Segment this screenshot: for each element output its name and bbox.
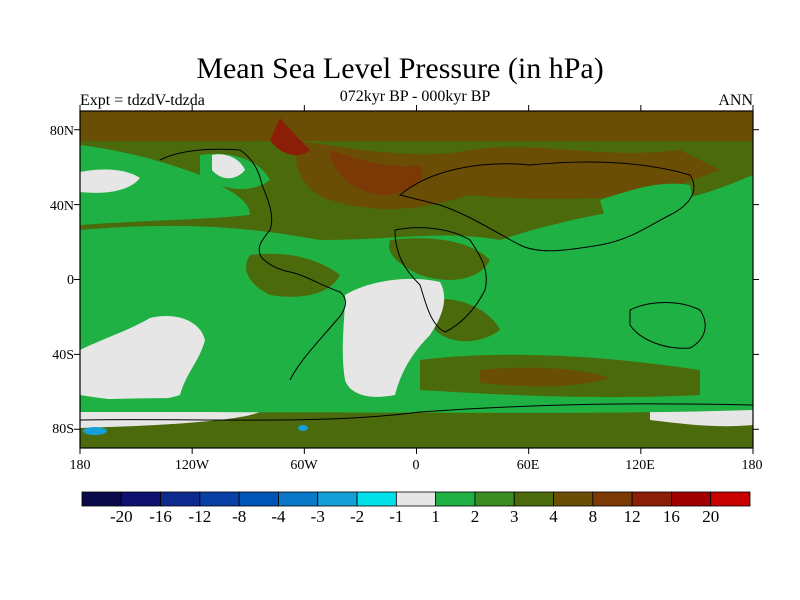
x-tick-180w: 180	[69, 458, 91, 473]
colorbar-swatch	[671, 491, 712, 507]
colorbar-label: -16	[149, 507, 172, 526]
field-eurasia-high	[296, 141, 720, 210]
axis-ticks	[74, 105, 759, 454]
colorbar	[81, 491, 751, 507]
colorbar-label: 16	[662, 507, 680, 526]
field-arctic	[80, 111, 753, 141]
colorbar-swatch	[81, 491, 122, 507]
colorbar-label: -3	[310, 507, 325, 526]
x-tick-120e: 120E	[625, 458, 655, 473]
coastlines	[80, 148, 753, 421]
experiment-label: Expt = tdzdV-tdzda	[80, 92, 205, 109]
coast-south-america	[289, 271, 346, 381]
season-label: ANN	[718, 92, 753, 109]
coast-eurasia	[398, 161, 695, 252]
y-tick-40s: 40S	[52, 348, 74, 363]
x-tick-60w: 60W	[290, 458, 318, 473]
colorbar-swatch	[710, 491, 751, 507]
colorbar-swatch	[513, 491, 554, 507]
colorbar-swatch	[553, 491, 594, 507]
y-tick-80n: 80N	[49, 124, 74, 139]
colorbar-label: 1	[431, 507, 440, 526]
coast-antarctica	[80, 403, 753, 421]
coast-africa	[394, 227, 487, 333]
x-tick-180e: 180	[741, 458, 763, 473]
colorbar-label: -4	[271, 507, 286, 526]
map-field	[80, 111, 753, 448]
colorbar-swatch	[160, 491, 201, 507]
field-southern-ocean-brown	[480, 367, 610, 387]
field-hudson-light	[212, 154, 245, 179]
x-tick-0: 0	[412, 458, 420, 473]
colorbar-swatch	[278, 491, 319, 507]
x-tick-120w: 120W	[174, 458, 210, 473]
colorbar-swatch	[395, 491, 437, 507]
y-tick-80s: 80S	[52, 422, 74, 437]
colorbar-label: 4	[549, 507, 558, 526]
field-cyan-spot-center	[298, 425, 308, 431]
colorbar-label: -1	[389, 507, 404, 526]
coast-north-america	[159, 148, 291, 273]
colorbar-label: -8	[232, 507, 247, 526]
field-south-pacific-light	[80, 316, 205, 401]
colorbar-label: -20	[109, 507, 133, 526]
map-title: Mean Sea Level Pressure (in hPa)	[196, 52, 604, 85]
field-antarctica	[80, 428, 753, 448]
colorbar-swatch	[592, 491, 633, 507]
colorbar-label: 8	[588, 507, 598, 526]
field-cyan-spot-west	[83, 427, 107, 435]
field-north-pacific-light	[80, 169, 140, 193]
colorbar-label: 2	[470, 507, 480, 526]
y-tick-0: 0	[67, 273, 74, 288]
field-east-asia-green	[600, 183, 700, 242]
colorbar-swatch	[238, 491, 279, 507]
field-ross-sea-light	[80, 407, 260, 428]
field-north-pacific-green	[80, 145, 250, 225]
colorbar-swatch	[199, 491, 240, 507]
colorbar-swatch	[631, 491, 672, 507]
field-greenland-high	[270, 118, 310, 156]
field-antarctic-coast-green	[80, 397, 753, 413]
colorbar-label: -12	[188, 507, 212, 526]
x-tick-60e: 60E	[516, 458, 540, 473]
map-subtitle: 072kyr BP - 000kyr BP	[339, 88, 491, 105]
colorbar-label: -2	[349, 507, 365, 526]
colorbar-swatch	[120, 491, 161, 507]
coast-australia	[629, 302, 706, 349]
field-africa-olive	[389, 238, 490, 280]
field-south-atlantic-light	[342, 278, 445, 397]
y-tick-40n: 40N	[49, 199, 74, 214]
colorbar-swatch	[356, 491, 397, 507]
colorbar-swatch	[435, 491, 476, 507]
colorbar-swatch	[317, 491, 358, 507]
colorbar-swatch	[474, 491, 515, 507]
colorbar-label: 12	[623, 507, 641, 526]
colorbar-label: 20	[702, 507, 720, 526]
field-north-atlantic-high	[330, 150, 423, 195]
colorbar-label: 3	[509, 507, 519, 526]
